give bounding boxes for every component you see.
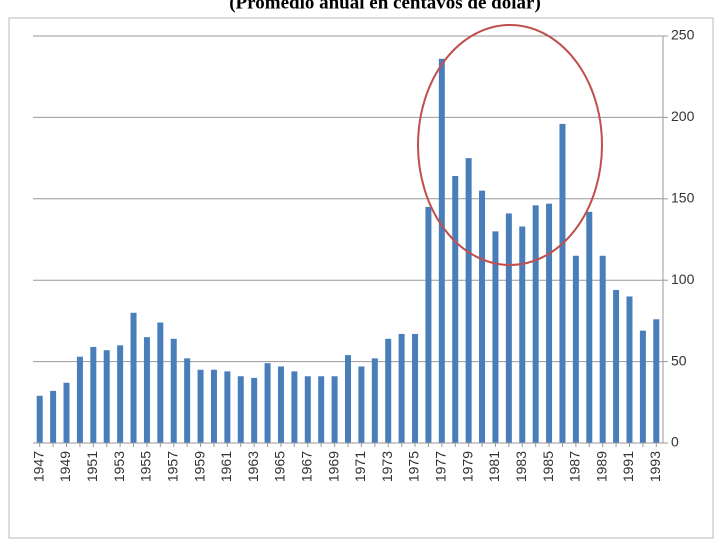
bar <box>36 395 43 443</box>
x-tick-label: 1963 <box>245 451 261 482</box>
bar <box>492 231 499 443</box>
y-tick-label: 250 <box>671 27 695 43</box>
bar <box>197 369 204 443</box>
bar <box>143 337 150 443</box>
bar <box>345 355 351 443</box>
bar <box>264 363 271 443</box>
bar <box>546 203 553 443</box>
bar <box>237 376 244 443</box>
bar <box>572 255 579 443</box>
bar <box>586 211 593 443</box>
x-tick-label: 1953 <box>111 451 127 482</box>
x-tick-label: 1947 <box>30 451 46 482</box>
bar <box>318 376 325 443</box>
bar <box>519 226 526 443</box>
bar <box>505 213 512 443</box>
bar <box>50 390 57 443</box>
x-tick-label: 1979 <box>459 451 475 482</box>
bar <box>626 296 633 443</box>
highlight-ellipse <box>417 24 603 266</box>
x-tick-label: 1969 <box>325 451 341 482</box>
chart-title: (Promedio anual en centavos de dólar) <box>229 0 541 13</box>
bar <box>479 190 486 443</box>
x-tick-label: 1961 <box>218 451 234 482</box>
x-tick-label: 1967 <box>298 451 314 482</box>
bar <box>76 356 83 443</box>
bar <box>304 376 311 443</box>
bar <box>63 382 70 443</box>
bar <box>639 330 646 443</box>
bar <box>653 319 660 443</box>
bar <box>117 345 124 443</box>
bar <box>371 358 378 443</box>
bar <box>425 206 432 443</box>
y-tick-label: 50 <box>671 352 687 368</box>
bar <box>184 358 191 443</box>
bar <box>90 346 97 443</box>
bar <box>358 366 365 443</box>
bar <box>331 376 338 443</box>
plot-area: 0 50 100 150 200 250 1947 1949 1951 1953 1955 1957 1… <box>30 27 694 482</box>
y-tick-label: 0 <box>671 434 679 450</box>
bar <box>465 158 472 443</box>
bar <box>224 371 231 443</box>
y-tick-label: 150 <box>671 190 695 206</box>
bar <box>251 377 258 443</box>
x-tick-label: 1971 <box>352 451 368 482</box>
bar <box>277 366 284 443</box>
y-tick-label: 100 <box>671 271 695 287</box>
x-tick-label: 1975 <box>406 451 422 482</box>
bar <box>385 338 392 443</box>
x-tick-label: 1955 <box>138 451 154 482</box>
bar <box>559 123 566 444</box>
bar <box>613 289 620 443</box>
y-tick-label: 200 <box>671 108 695 124</box>
x-tick-label: 1987 <box>567 451 583 482</box>
x-tick-label: 1985 <box>540 451 556 482</box>
bar <box>291 371 298 443</box>
bar <box>398 333 405 443</box>
x-tick-label: 1991 <box>620 451 636 482</box>
bar <box>438 58 445 444</box>
x-tick-label: 1981 <box>486 451 502 482</box>
x-tick-label: 1993 <box>647 451 663 482</box>
x-tick-label: 1959 <box>191 451 207 482</box>
x-tick-label: 1983 <box>513 451 529 482</box>
bar <box>532 205 539 443</box>
bar <box>210 369 217 443</box>
bar <box>452 176 459 443</box>
x-tick-label: 1949 <box>57 451 73 482</box>
bar <box>599 255 606 443</box>
x-tick-label: 1965 <box>272 451 288 482</box>
bar <box>130 312 137 443</box>
bar <box>103 350 110 443</box>
bar <box>157 322 164 443</box>
bar <box>170 338 177 443</box>
x-tick-label: 1951 <box>84 451 100 482</box>
x-tick-label: 1973 <box>379 451 395 482</box>
x-tick-label: 1977 <box>433 451 449 482</box>
x-tick-label: 1989 <box>593 451 609 482</box>
bar <box>412 333 419 443</box>
chart-border <box>8 17 714 539</box>
x-tick-label: 1957 <box>164 451 180 482</box>
